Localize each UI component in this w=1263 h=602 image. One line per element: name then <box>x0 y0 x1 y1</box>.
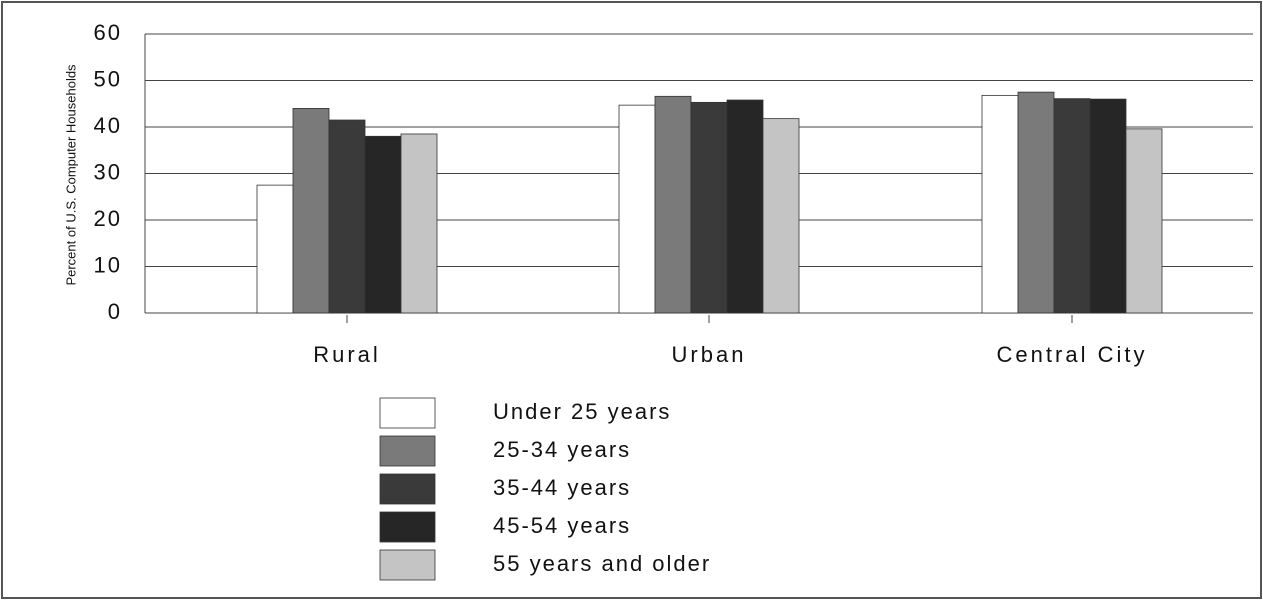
y-tick-label: 50 <box>94 66 122 91</box>
x-tick-label: Central City <box>997 342 1148 367</box>
legend-label: 55 years and older <box>493 551 711 576</box>
bar <box>618 104 656 314</box>
y-axis-label: Percent of U.S. Computer Households <box>63 64 78 286</box>
bar <box>292 108 330 314</box>
legend-label: 35-44 years <box>493 475 631 500</box>
legend-swatch <box>379 511 436 543</box>
bar <box>726 99 764 314</box>
bar <box>1089 98 1127 314</box>
legend-swatch <box>379 435 436 467</box>
bar <box>1017 91 1055 314</box>
bar <box>654 95 692 314</box>
legend-swatch <box>379 473 436 505</box>
bar <box>1053 98 1091 314</box>
legend-label: 45-54 years <box>493 513 631 538</box>
y-tick-label: 30 <box>94 159 122 184</box>
legend-label: 25-34 years <box>493 437 631 462</box>
legend-swatch <box>379 549 436 581</box>
y-tick-label: 40 <box>94 113 122 138</box>
bar <box>690 101 728 314</box>
bar <box>256 184 294 314</box>
bar <box>364 135 402 314</box>
x-tick-label: Urban <box>672 342 747 367</box>
y-tick-label: 60 <box>94 20 122 45</box>
y-tick-label: 10 <box>94 252 122 277</box>
legend-label: Under 25 years <box>493 399 671 424</box>
y-tick-label: 20 <box>94 206 122 231</box>
legend-swatch <box>379 397 436 429</box>
bar <box>400 133 438 314</box>
x-tick-label: Rural <box>313 342 381 367</box>
y-tick-label: 0 <box>108 299 122 324</box>
bar <box>981 94 1019 314</box>
bar <box>1125 128 1163 314</box>
bar <box>328 119 366 314</box>
bar <box>762 118 800 314</box>
